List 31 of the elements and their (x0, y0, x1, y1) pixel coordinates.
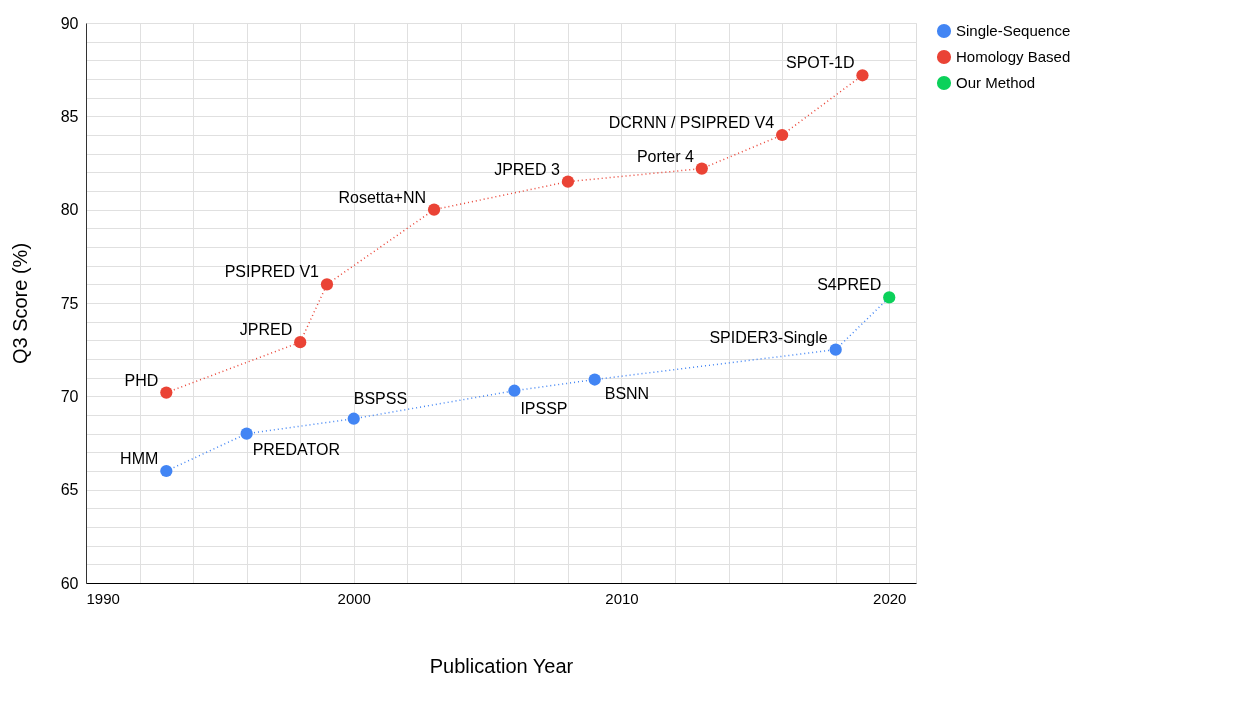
x-tick-label: 2010 (605, 589, 639, 607)
annotation: IPSSP (520, 399, 568, 417)
annotation: DCRNN / PSIPRED V4 (608, 114, 775, 131)
x-tick-label: 2020 (873, 589, 907, 607)
annotation: HMM (120, 450, 159, 467)
annotation: PHD (124, 371, 159, 389)
y-axis-title: Q3 Score (%) (8, 242, 31, 365)
legend-label: Single-Sequence (956, 22, 1071, 39)
x-tick-label: 2000 (337, 589, 371, 607)
annotation: JPRED (239, 321, 293, 339)
annotation: PREDATOR (252, 440, 341, 458)
annotation: JPRED 3 (494, 160, 561, 178)
y-tick-label: 70 (60, 387, 79, 405)
y-tick-label: 90 (60, 14, 79, 32)
annotation: Porter 4 (636, 147, 694, 165)
y-tick-label: 85 (60, 107, 79, 125)
legend-label: Our Method (956, 74, 1036, 91)
annotation: S4PRED (817, 276, 882, 294)
annotation: Rosetta+NN (338, 188, 427, 206)
annotation: SPIDER3-Single (709, 328, 828, 346)
y-tick-label: 80 (60, 201, 79, 219)
annotation: BSPSS (353, 389, 408, 407)
y-tick-label: 65 (60, 481, 79, 499)
annotation: PSIPRED V1 (224, 263, 320, 281)
legend-label: Homology Based (956, 48, 1071, 65)
y-tick-label: 75 (60, 294, 79, 312)
x-axis-title: Publication Year (429, 654, 574, 677)
y-tick-label: 60 (60, 574, 79, 592)
x-tick-label: 1990 (86, 589, 120, 607)
annotation: SPOT-1D (785, 54, 855, 72)
annotation: BSNN (604, 384, 650, 402)
